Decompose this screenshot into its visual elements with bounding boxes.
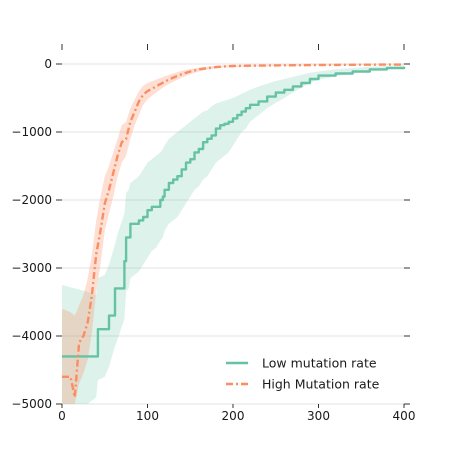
- y-tick-label: −5000: [11, 397, 52, 411]
- series-lines: [62, 63, 406, 399]
- series-line-1: [62, 63, 405, 399]
- x-tick-label: 400: [393, 409, 416, 423]
- legend: Low mutation rate High Mutation rate: [226, 356, 380, 392]
- legend-item-1: High Mutation rate: [226, 377, 380, 392]
- y-tick-label: −4000: [11, 329, 52, 343]
- legend-item-0: Low mutation rate: [226, 356, 377, 371]
- x-tick-label: 0: [58, 409, 66, 423]
- confidence-bands: [62, 64, 404, 405]
- legend-label: High Mutation rate: [262, 377, 380, 392]
- y-tick-label: 0: [44, 57, 52, 71]
- series-band-0: [62, 65, 404, 405]
- x-tick-label: 300: [307, 409, 330, 423]
- y-tick-label: −2000: [11, 193, 52, 207]
- legend-label: Low mutation rate: [262, 356, 377, 371]
- x-tick-label: 200: [222, 409, 245, 423]
- x-tick-label: 100: [136, 409, 159, 423]
- y-tick-label: −1000: [11, 125, 52, 139]
- x-axis: 0 100 200 300 400: [58, 44, 415, 423]
- y-tick-label: −3000: [11, 261, 52, 275]
- y-axis: 0 −1000 −2000 −3000 −4000 −5000: [11, 57, 410, 411]
- series-line-0: [62, 66, 406, 358]
